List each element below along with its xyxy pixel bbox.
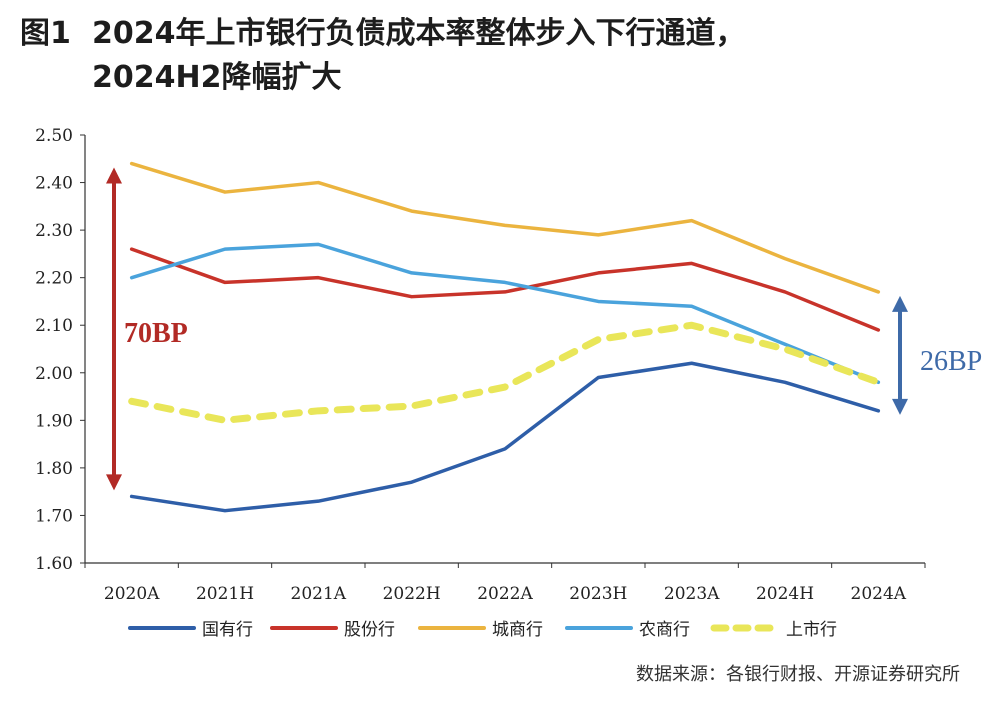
series-line-2 — [129, 247, 881, 332]
x-tick-label: 2021A — [291, 584, 347, 604]
y-tick-label: 1.60 — [35, 554, 73, 574]
x-tick-labels: 2020A 2021H 2021A 2022H 2022A 2023H 2023A 2024H… — [104, 584, 907, 604]
left-range-arrow-head-down — [106, 474, 122, 491]
legend-label: 农商行 — [639, 620, 690, 640]
x-tick-label: 2023A — [664, 584, 720, 604]
x-tick-label: 2024A — [851, 584, 907, 604]
legend-label: 上市行 — [786, 620, 837, 640]
x-tick-label: 2023H — [569, 584, 627, 604]
series-line-3 — [129, 161, 881, 294]
legend-label: 股份行 — [344, 620, 395, 640]
right-range-arrow-head-down — [892, 398, 908, 415]
legend: 国有行 股份行 城商行 农商行 上市行 — [128, 620, 837, 640]
x-tick-label: 2021H — [196, 584, 254, 604]
y-tick-label: 2.40 — [35, 174, 73, 194]
series-line-4 — [129, 242, 881, 385]
range-arrows: 70BP 26BP — [106, 167, 982, 491]
y-tick-label: 2.10 — [35, 316, 73, 336]
y-tick-label: 2.00 — [35, 364, 73, 384]
title-line-2: 2024H2降幅扩大 — [92, 60, 342, 95]
series-lines — [128, 161, 882, 513]
y-tick-label: 1.90 — [35, 411, 73, 431]
x-tick-label: 2022H — [383, 584, 441, 604]
series-line-5 — [128, 321, 882, 424]
title-line-1: 2024年上市银行负债成本率整体步入下行通道， — [92, 16, 746, 51]
figure-label: 图1 — [20, 16, 71, 51]
left-range-label: 70BP — [124, 318, 188, 349]
y-tick-label: 2.20 — [35, 269, 73, 289]
right-range-label: 26BP — [920, 346, 982, 377]
x-tick-label: 2024H — [756, 584, 814, 604]
y-tick-label: 1.70 — [35, 506, 73, 526]
y-tick-labels: 1.60 1.70 1.80 1.90 2.00 2.10 2.20 2.30 2.40 2.50 — [35, 126, 73, 574]
legend-label: 城商行 — [492, 620, 543, 640]
chart-title: 图1 2024年上市银行负债成本率整体步入下行通道， 2024H2降幅扩大 — [20, 12, 980, 100]
x-tick-label: 2020A — [104, 584, 160, 604]
data-source-note: 数据来源：各银行财报、开源证券研究所 — [636, 664, 960, 685]
y-tick-label: 1.80 — [35, 459, 73, 479]
axes — [80, 134, 926, 568]
x-tick-label: 2022A — [477, 584, 533, 604]
legend-label: 国有行 — [202, 620, 253, 640]
left-range-arrow-head-up — [106, 167, 122, 184]
right-range-arrow-head-up — [892, 295, 908, 312]
y-tick-label: 2.30 — [35, 221, 73, 241]
y-tick-label: 2.50 — [35, 126, 73, 146]
